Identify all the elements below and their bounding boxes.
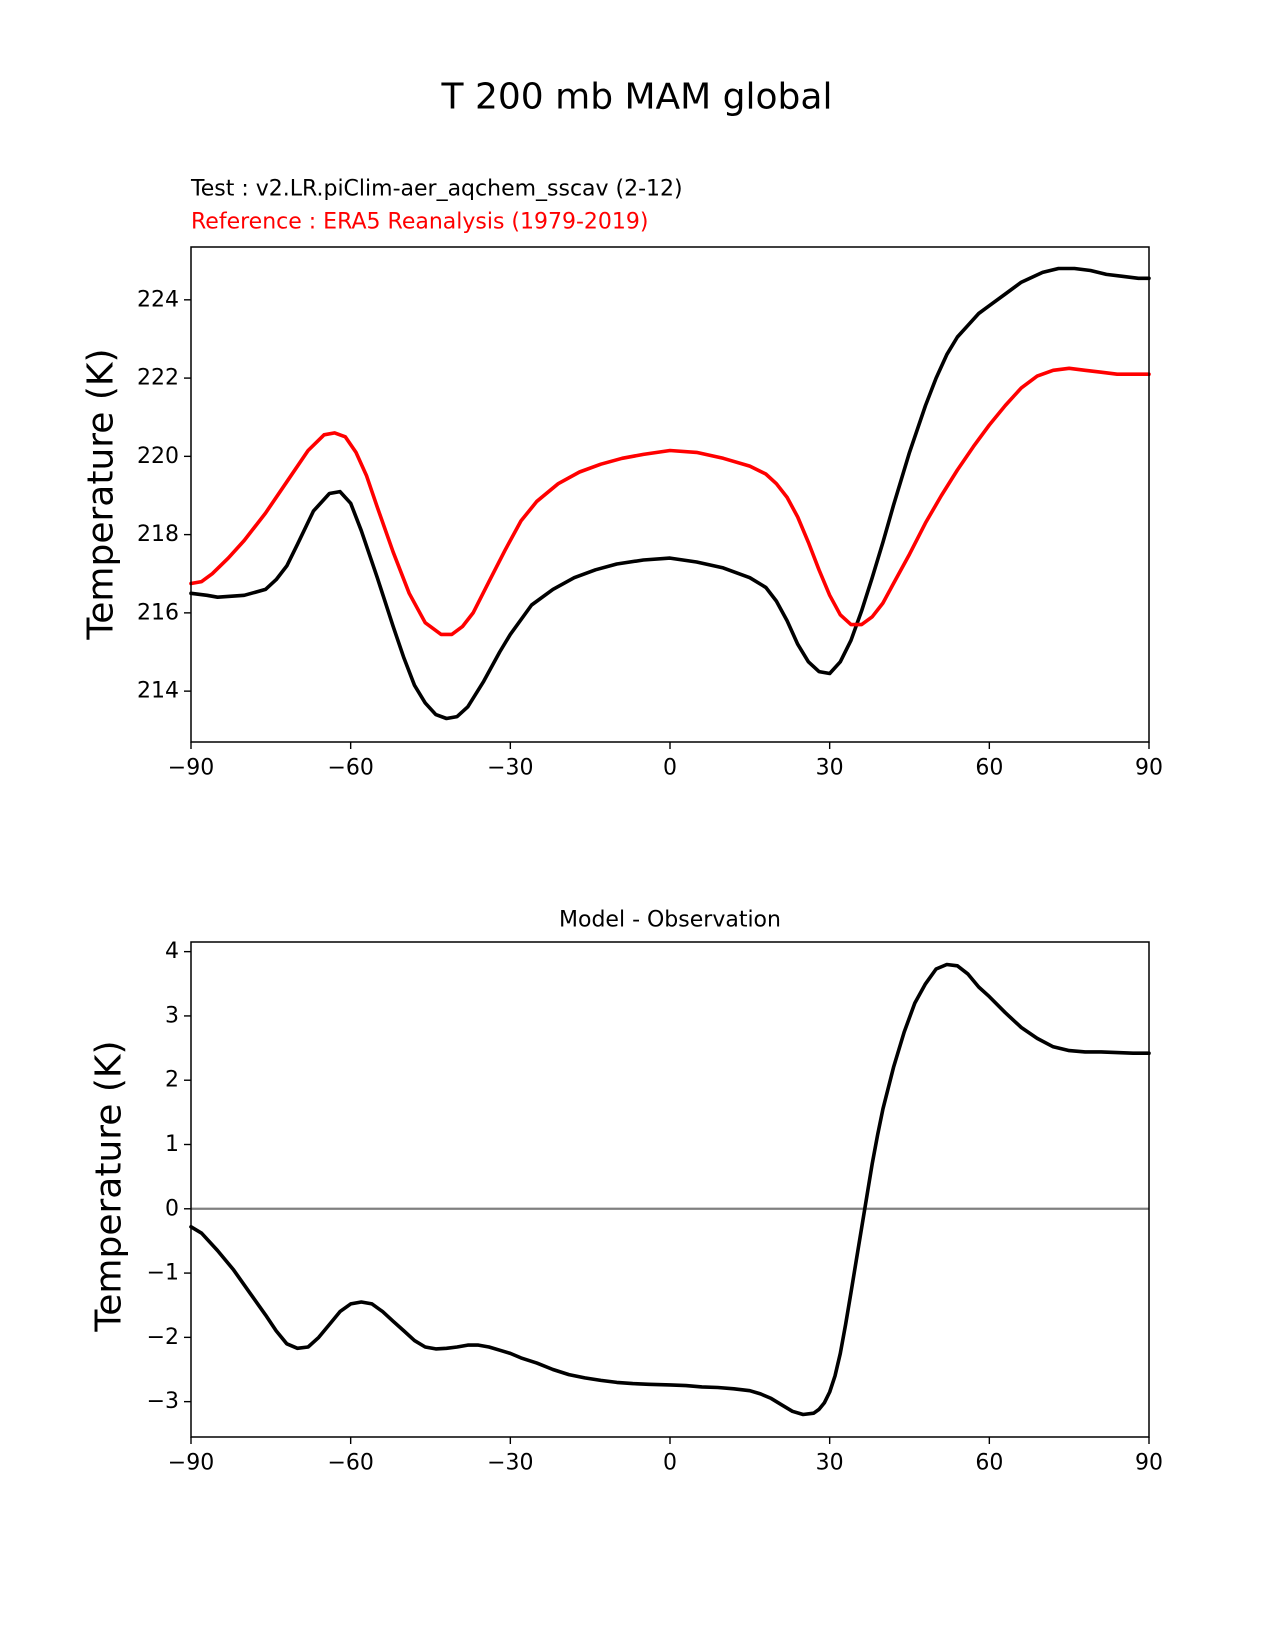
top-series-test-line [189,266,1151,721]
top-x-tick-label: 60 [975,756,1003,781]
bottom-y-tick-label: 2 [165,1068,179,1093]
figure-title: T 200 mb MAM global [441,77,833,118]
top-y-tick-label: 218 [137,522,179,547]
bottom-plot-frame [190,941,1150,1438]
bottom-y-tick-label: −2 [147,1325,179,1350]
bottom-y-tick-label: −1 [147,1261,179,1286]
bottom-series-difference-line [189,962,1151,1417]
bottom-y-tick-label: −3 [147,1389,179,1414]
top-panel: Test : v2.LR.piClim-aer_aqchem_sscav (2-… [81,177,1164,781]
top-y-tick-label: 220 [137,444,179,469]
top-x-tick-label: 0 [663,756,677,781]
bottom-panel-title: Model - Observation [559,908,781,933]
bottom-x-tick-label: 30 [816,1451,844,1476]
top-y-tick-label: 222 [137,366,179,391]
bottom-x-tick-label: −30 [487,1451,533,1476]
top-x-tick-label: 30 [816,756,844,781]
reference-label: Reference : ERA5 Reanalysis (1979-2019) [191,210,649,235]
top-x-tick-label: −30 [487,756,533,781]
top-y-tick-label: 224 [137,287,179,312]
top-y-tick-label: 216 [137,600,179,625]
top-plot-marks: −90 −60 −30 0 30 60 90 214 216 218 220 222 224 [137,266,1163,781]
bottom-y-tick-label: 0 [165,1196,179,1221]
bottom-x-tick-label: 0 [663,1451,677,1476]
bottom-x-tick-label: −90 [168,1451,214,1476]
top-x-tick-label: −60 [327,756,373,781]
top-series-reference-line [189,366,1151,637]
bottom-x-tick-label: −60 [327,1451,373,1476]
bottom-y-tick-label: 1 [165,1132,179,1157]
top-x-tick-label: 90 [1135,756,1163,781]
bottom-x-tick-label: 60 [975,1451,1003,1476]
top-y-tick-label: 214 [137,679,179,704]
bottom-y-tick-label: 3 [165,1003,179,1028]
bottom-y-axis-label: Temperature (K) [89,1040,130,1332]
top-x-tick-label: −90 [168,756,214,781]
bottom-y-tick-label: 4 [165,939,179,964]
top-plot-frame [190,246,1150,743]
bottom-panel: Model - Observation Temperature (K) −90−… [89,908,1164,1476]
test-label: Test : v2.LR.piClim-aer_aqchem_sscav (2-… [190,177,683,202]
bottom-x-tick-label: 90 [1135,1451,1163,1476]
bottom-plot-marks: −90 −60 −30 0 30 60 90 −3 −2 −1 0 1 2 3 4 [147,939,1163,1475]
top-y-axis-label: Temperature (K) [81,348,122,640]
